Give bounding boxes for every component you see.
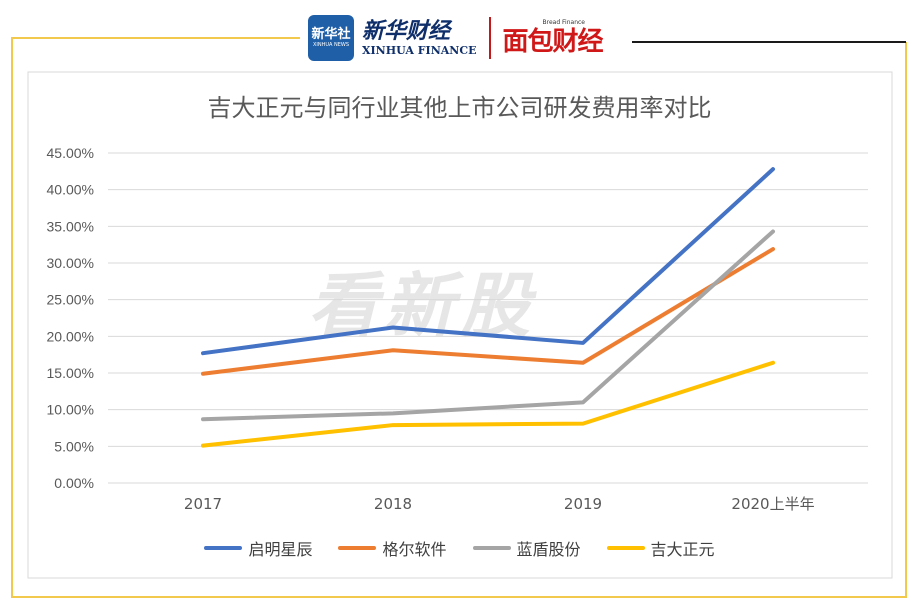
legend-swatch [338,546,377,550]
xinhua-finance-cn: 新华财经 [362,18,451,44]
brand-header: 新华社 XINHUA NEWS 新华财经 XINHUA FINANCE Brea… [300,12,611,64]
legend-item: 格尔软件 [338,536,447,560]
series-line [201,247,775,376]
x-tick-label: 2017 [184,495,222,513]
y-tick-label: 15.00% [47,365,94,381]
legend-item: 蓝盾股份 [472,536,581,560]
y-tick-label: 5.00% [54,438,94,454]
y-tick-label: 45.00% [47,145,94,161]
bread-finance-logo: Bread Finance 面包财经 [502,19,604,57]
xinhua-finance-logo: 新华财经 XINHUA FINANCE [362,18,477,58]
chart-area-border [27,71,893,579]
bread-finance-cn: 面包财经 [502,27,604,57]
y-tick-label: 35.00% [47,218,94,234]
y-tick-label: 30.00% [47,255,94,271]
brand-divider [488,17,491,59]
legend-swatch [606,546,645,550]
chart-legend: 启明星辰 格尔软件 蓝盾股份 吉大正元 [0,536,919,560]
bread-finance-en: Bread Finance [542,19,586,26]
legend-label: 启明星辰 [248,540,313,559]
legend-label: 格尔软件 [382,540,447,559]
legend-label: 蓝盾股份 [516,540,581,559]
xinhua-logo-cn: 新华社 [311,27,351,42]
legend-item: 吉大正元 [606,536,715,560]
xinhua-logo-en: XINHUA NEWS [312,42,350,48]
legend-item: 启明星辰 [204,536,312,560]
y-tick-label: 0.00% [54,475,94,491]
series-line [201,360,775,448]
frame-border-yellow [11,37,907,598]
legend-swatch [472,546,511,550]
x-tick-label: 2020上半年 [731,495,814,513]
y-tick-label: 20.00% [47,328,94,344]
x-tick-label: 2019 [564,495,602,513]
series-line [201,167,775,356]
y-tick-label: 10.00% [47,402,94,418]
y-tick-label: 40.00% [47,182,94,198]
x-tick-label: 2018 [374,495,412,513]
xinhua-finance-en: XINHUA FINANCE [362,44,477,57]
y-tick-label: 25.00% [47,292,94,308]
legend-label: 吉大正元 [650,540,715,559]
chart-title: 吉大正元与同行业其他上市公司研发费用率对比 [207,94,712,122]
series-line [201,229,775,422]
legend-swatch [204,546,243,550]
xinhua-news-logo: 新华社 XINHUA NEWS [308,15,354,61]
